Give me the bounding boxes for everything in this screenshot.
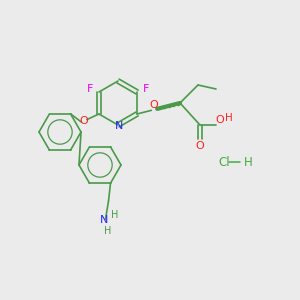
Text: H: H [111,210,118,220]
Text: O: O [150,100,159,110]
Text: F: F [143,84,149,94]
Text: Cl: Cl [218,155,230,169]
Text: H: H [104,226,111,236]
Text: H: H [244,155,253,169]
Text: O: O [80,116,88,126]
Text: O: O [216,115,224,125]
Text: N: N [115,121,123,131]
Text: O: O [196,141,204,151]
Text: N: N [100,215,109,225]
Text: H: H [225,113,233,123]
Text: F: F [87,84,93,94]
